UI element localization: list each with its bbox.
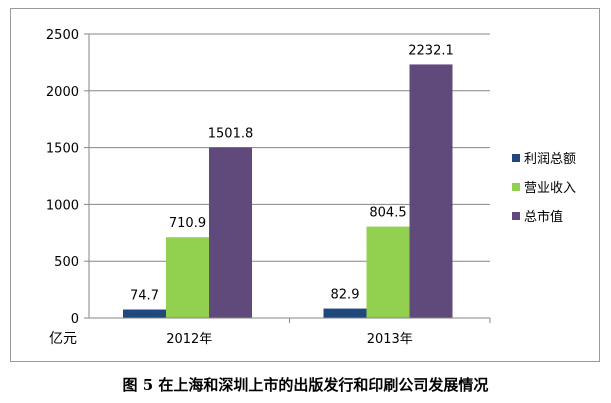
legend-label: 营业收入 [524, 181, 576, 196]
y-tick-label: 500 [54, 255, 79, 270]
data-label: 804.5 [369, 206, 406, 221]
y-tick-label: 2500 [46, 28, 79, 43]
data-label: 2232.1 [408, 43, 454, 58]
y-tick-label: 1500 [46, 142, 79, 157]
legend-swatch [512, 154, 520, 162]
y-tick-label: 0 [71, 312, 79, 327]
bars [123, 64, 453, 318]
y-tick-label: 2000 [46, 85, 79, 100]
y-tick-label: 1000 [46, 198, 79, 213]
bar [409, 64, 453, 318]
bar [166, 237, 209, 318]
bar [123, 309, 166, 318]
bar [323, 308, 367, 318]
bar-chart: 0 500 1000 1500 2000 2500 2012年 2013年 亿元 74.7 710… [46, 28, 576, 347]
bar [366, 226, 410, 318]
data-label: 710.9 [169, 216, 206, 231]
legend-swatch [512, 212, 520, 220]
chart-frame [10, 8, 600, 362]
legend-swatch [512, 183, 520, 191]
data-label: 82.9 [331, 288, 360, 303]
bar [209, 147, 252, 318]
x-tick-label: 2012年 [166, 332, 212, 347]
legend-label: 总市值 [524, 209, 563, 225]
data-label: 74.7 [130, 289, 159, 304]
axes: 0 500 1000 1500 2000 2500 2012年 2013年 亿元 [46, 28, 491, 347]
x-tick-label: 2013年 [367, 332, 413, 347]
legend-label: 利润总额 [524, 152, 576, 167]
data-labels: 74.7 710.9 1501.8 82.9 804.5 2232.1 [130, 43, 454, 303]
unit-label: 亿元 [49, 331, 77, 347]
figure-caption: 图 5 在上海和深圳上市的出版发行和印刷公司发展情况 [122, 376, 489, 394]
data-label: 1501.8 [208, 126, 254, 141]
